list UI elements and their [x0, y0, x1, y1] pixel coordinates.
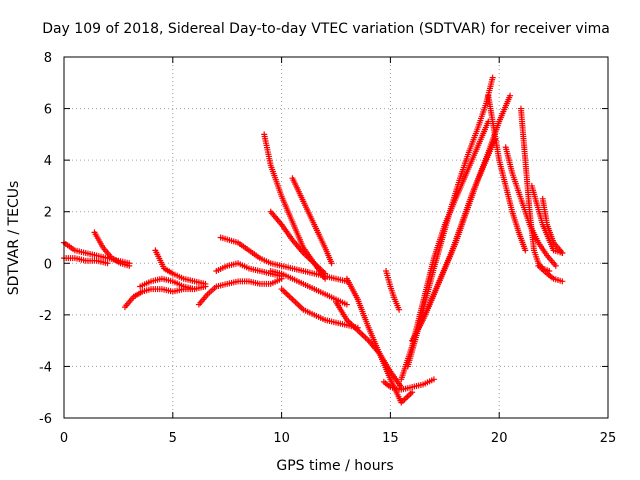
- y-tick-label: -2: [39, 309, 52, 324]
- y-tick-label: -6: [39, 412, 52, 427]
- x-tick-label: 0: [60, 431, 68, 446]
- y-tick-label: 4: [44, 154, 52, 169]
- data-point: [409, 389, 416, 396]
- data-point: [396, 306, 403, 313]
- series-track-23: [485, 92, 529, 254]
- y-tick-label: 2: [44, 206, 52, 221]
- data-point: [104, 260, 111, 267]
- y-tick-label: -4: [39, 360, 52, 375]
- y-tick-label: 0: [44, 257, 52, 272]
- x-tick-label: 15: [382, 431, 399, 446]
- series-track-6: [152, 247, 209, 287]
- data-point: [559, 278, 566, 285]
- series-track-11: [278, 286, 361, 331]
- series-track-13: [267, 208, 329, 282]
- x-axis-label: GPS time / hours: [276, 458, 393, 474]
- axis-ticks: 0 5 10 15 20 25 -6 -4 -2 0 2 4 6 8: [39, 51, 616, 446]
- gridlines: [64, 57, 608, 418]
- series-track-7: [195, 275, 285, 308]
- series-track-10: [267, 268, 350, 308]
- series-track-16: [343, 275, 416, 406]
- series-track-17: [383, 268, 403, 313]
- chart-title: Day 109 of 2018, Sidereal Day-to-day VTE…: [42, 21, 610, 37]
- x-tick-label: 20: [491, 431, 508, 446]
- y-axis-label: SDTVAR / TECUs: [6, 181, 22, 296]
- plot-frame: [63, 56, 609, 419]
- series-track-26: [528, 182, 566, 256]
- series-track-27: [539, 195, 566, 256]
- data-point: [489, 74, 496, 81]
- x-tick-label: 5: [169, 431, 177, 446]
- series-track-2: [61, 255, 111, 267]
- series-track-14: [289, 175, 335, 267]
- data-point: [559, 249, 566, 256]
- data-point: [202, 280, 209, 287]
- y-tick-label: 8: [44, 51, 52, 66]
- data-point: [322, 275, 329, 282]
- series-track-28: [535, 262, 566, 285]
- data-point: [552, 262, 559, 269]
- series-track-12: [261, 131, 329, 277]
- series-track-18: [380, 376, 437, 393]
- data-point: [522, 247, 529, 254]
- data-point: [343, 301, 350, 308]
- series-track-15: [333, 298, 405, 391]
- data-point: [430, 376, 437, 383]
- series-track-22: [415, 136, 498, 331]
- x-tick-label: 25: [600, 431, 617, 446]
- data-point: [126, 262, 133, 269]
- series-track-9: [217, 234, 350, 285]
- series-track-3: [91, 229, 133, 269]
- data-point: [507, 92, 514, 99]
- x-tick-label: 10: [273, 431, 290, 446]
- series-track-5: [137, 275, 209, 293]
- data-series: [61, 74, 566, 406]
- y-tick-label: 6: [44, 103, 52, 118]
- data-point: [328, 260, 335, 267]
